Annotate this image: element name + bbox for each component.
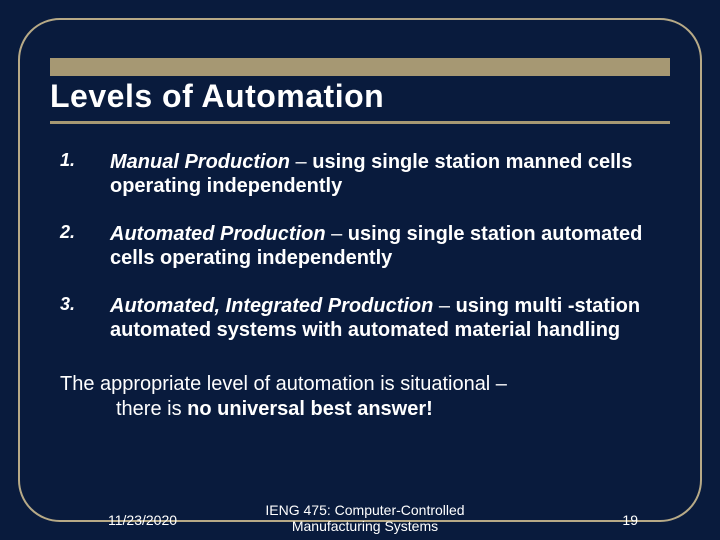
footer-date: 11/23/2020	[108, 512, 177, 528]
level-term: Automated Production	[110, 223, 326, 245]
level-term: Automated, Integrated Production	[110, 295, 433, 317]
title-accent-bar	[50, 58, 670, 76]
list-item: Manual Production – using single station…	[60, 150, 660, 198]
list-item: Automated, Integrated Production – using…	[60, 294, 660, 342]
slide-title: Levels of Automation	[50, 76, 670, 124]
levels-list: Manual Production – using single station…	[60, 150, 660, 342]
list-item: Automated Production – using single stat…	[60, 222, 660, 270]
level-term: Manual Production	[110, 151, 290, 173]
footer-page: 19	[622, 512, 638, 528]
title-block: Levels of Automation	[50, 58, 670, 124]
closing-text: The appropriate level of automation is s…	[60, 372, 660, 422]
slide-body: Manual Production – using single station…	[60, 150, 660, 422]
footer-course: IENG 475: Computer-Controlled Manufactur…	[250, 503, 480, 534]
